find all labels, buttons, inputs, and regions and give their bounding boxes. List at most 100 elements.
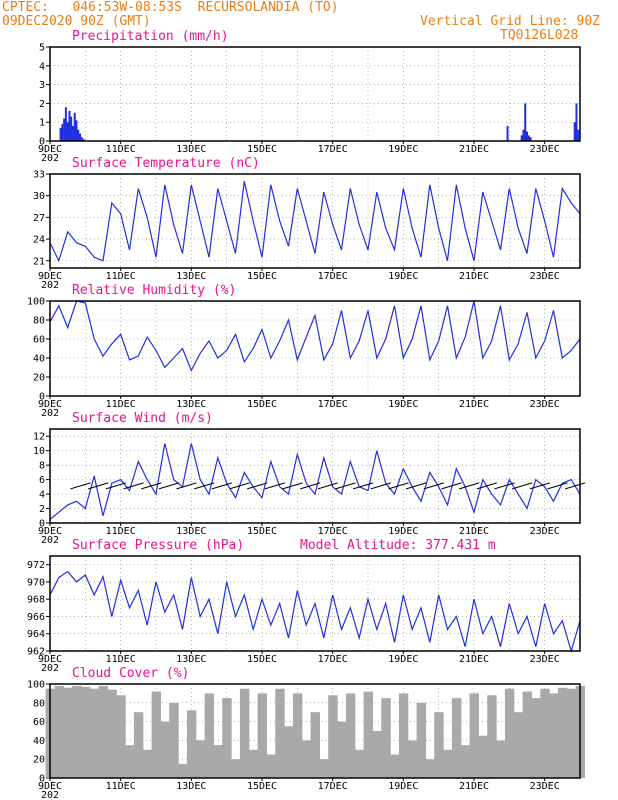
panel-frame — [49, 300, 581, 397]
panel-frame — [49, 173, 581, 269]
x-date-label: 15DEC — [247, 654, 277, 665]
series-line — [49, 300, 581, 372]
x-date-label: 9DEC — [38, 526, 62, 537]
x-year-stub: 202 — [41, 790, 59, 800]
x-date-label: 19DEC — [388, 271, 418, 282]
cloud-bar — [469, 693, 480, 778]
y-tick-label: 40 — [33, 736, 45, 747]
precip-bar — [526, 131, 528, 141]
x-date-label: 15DEC — [247, 781, 277, 792]
y-tick-label: 5 — [39, 43, 45, 54]
y-tick-label: 80 — [33, 316, 45, 327]
x-date-label: 9DEC — [38, 654, 62, 665]
wind-barb — [441, 482, 462, 490]
x-date-label: 15DEC — [247, 526, 277, 537]
cloud-bar — [54, 685, 64, 778]
cloud-bar — [381, 698, 391, 778]
y-tick-label: 80 — [33, 698, 45, 709]
precip-bar — [70, 116, 73, 141]
x-date-label: 9DEC — [38, 144, 62, 155]
y-tick-label: 0 — [39, 137, 45, 148]
x-date-label: 23DEC — [530, 526, 560, 537]
x-date-label: 21DEC — [459, 526, 489, 537]
wind-barb — [158, 482, 179, 490]
cloud-bar — [354, 749, 365, 778]
cloud-bar — [292, 693, 303, 778]
cloud-bar — [80, 686, 91, 778]
cloud-bar — [107, 689, 117, 778]
x-date-label: 23DEC — [530, 781, 560, 792]
panel-title-pressure: Surface Pressure (hPa) — [72, 538, 245, 553]
wind-barb — [547, 482, 568, 490]
x-date-label: 13DEC — [176, 271, 206, 282]
precip-bar — [73, 112, 76, 141]
y-tick-label: 33 — [33, 170, 45, 181]
x-date-label: 13DEC — [176, 654, 206, 665]
panel-frame — [49, 683, 581, 779]
x-year-stub: 202 — [41, 408, 59, 419]
header-station: CPTEC: 046:53W-08:53S RECURSOLANDIA (TO) — [2, 0, 339, 15]
wind-barb — [211, 482, 232, 490]
cloud-bar — [284, 726, 294, 778]
x-date-label: 21DEC — [459, 271, 489, 282]
cloud-bar — [98, 685, 109, 778]
x-date-label: 17DEC — [318, 781, 348, 792]
cloud-bar — [125, 745, 135, 778]
cloud-bar — [328, 695, 338, 778]
cloud-bar — [239, 688, 250, 778]
cloud-bar — [513, 712, 524, 778]
cloud-bar — [443, 749, 453, 778]
cloud-bar — [540, 688, 550, 778]
cloud-bar — [204, 693, 215, 778]
cloud-bar — [231, 759, 241, 778]
precip-bar — [61, 124, 64, 141]
y-tick-label: 2 — [39, 99, 45, 110]
wind-barb — [194, 482, 215, 490]
wind-barb — [353, 482, 374, 490]
x-date-label: 23DEC — [530, 144, 560, 155]
cloud-bar — [116, 695, 126, 778]
wind-barb — [247, 482, 268, 490]
cloud-bar — [504, 688, 515, 778]
wind-barb — [423, 482, 444, 490]
x-date-label: 21DEC — [459, 399, 489, 410]
panel-title-cloud: Cloud Cover (%) — [72, 666, 190, 681]
precip-bar — [82, 139, 85, 141]
y-tick-label: 966 — [27, 612, 45, 623]
cloud-bar — [222, 698, 232, 778]
precip-bar — [524, 103, 527, 141]
precip-bar — [68, 110, 71, 141]
cloud-bar — [522, 691, 533, 778]
cloud-bar — [178, 763, 188, 778]
x-year-stub: 202 — [41, 535, 59, 546]
y-tick-label: 24 — [33, 235, 45, 246]
wind-barb — [300, 482, 321, 490]
cloud-bar — [345, 693, 356, 778]
cloud-bar — [549, 693, 559, 778]
x-date-label: 19DEC — [388, 526, 418, 537]
precip-bar — [79, 133, 82, 141]
x-date-label: 17DEC — [318, 399, 348, 410]
x-date-label: 23DEC — [530, 654, 560, 665]
y-tick-label: 60 — [33, 335, 45, 346]
wind-barb — [459, 482, 480, 490]
x-date-label: 21DEC — [459, 144, 489, 155]
panel-frame — [49, 555, 581, 652]
cloud-bar — [460, 745, 471, 778]
wind-barb — [388, 482, 409, 490]
panel-frame — [49, 428, 581, 524]
x-date-label: 11DEC — [106, 526, 136, 537]
wind-barb — [529, 482, 550, 490]
cloud-bar — [478, 735, 488, 778]
wind-barb — [88, 482, 109, 490]
y-tick-label: 60 — [33, 717, 45, 728]
precip-bar — [527, 135, 530, 141]
cloud-bar — [169, 702, 179, 778]
wind-barb — [264, 482, 285, 490]
x-date-label: 9DEC — [38, 399, 62, 410]
x-date-label: 19DEC — [388, 654, 418, 665]
wind-barb — [141, 482, 162, 490]
cloud-bar — [151, 691, 162, 778]
x-date-label: 11DEC — [106, 654, 136, 665]
y-tick-label: 968 — [27, 595, 45, 606]
